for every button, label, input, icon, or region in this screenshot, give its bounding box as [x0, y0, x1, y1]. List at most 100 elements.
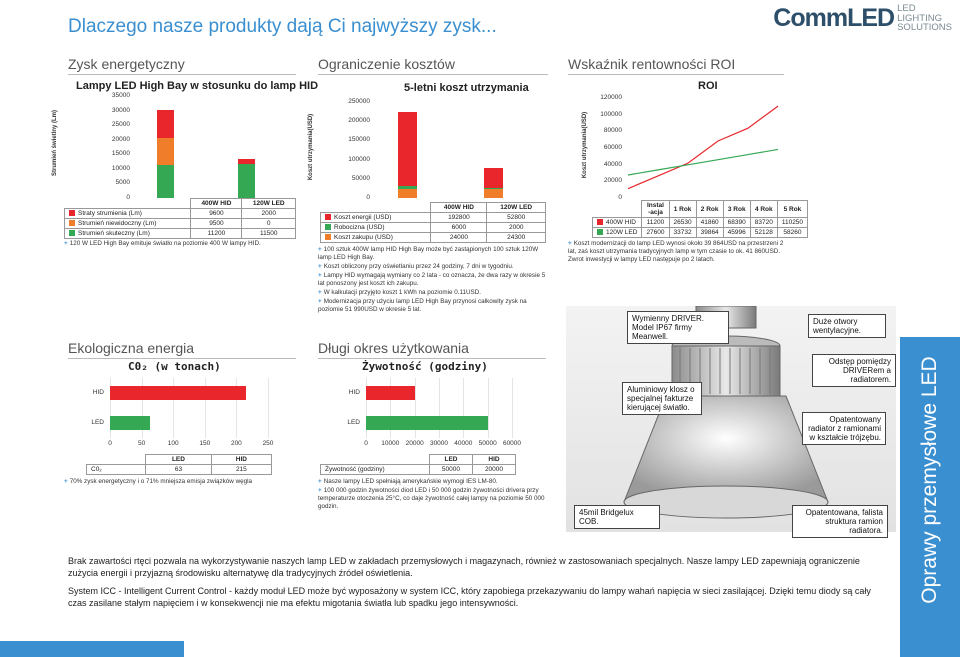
x-tick-label: 250	[262, 440, 274, 447]
y-tick-label: 20000	[603, 177, 622, 185]
side-banner-label: Oprawy przemysłowe LED	[918, 356, 941, 604]
costs-note-2: + Koszt obliczony przy oświetlaniu przez …	[318, 263, 514, 270]
grid-line	[463, 378, 465, 438]
grid-line	[487, 378, 489, 438]
costs-y-label: Koszt utrzymania(USD)	[308, 113, 315, 181]
x-tick-label: 150	[199, 440, 211, 447]
table-row: 400W HID 11200 26530 41860 68390 83720 1…	[591, 217, 809, 228]
legend-swatch	[597, 219, 603, 226]
roi-series-line	[627, 148, 779, 176]
y-tick-label: 20000	[111, 135, 130, 143]
table-row: Koszt energii (USD) 192800 52800	[319, 212, 546, 223]
bar-segment	[484, 188, 503, 198]
grid-line	[390, 378, 392, 438]
y-tick-label: 25000	[111, 121, 130, 129]
bar-segment	[237, 164, 256, 198]
eco-chart-title: C0₂ (w tonach)	[128, 360, 221, 373]
costs-note-1: +100 sztuk 400W lamp HID High Bay może b…	[318, 246, 539, 261]
y-tick-label: 35000	[111, 92, 130, 99]
energy-table: 400W HID 120W LED Straty strumienia (Lm)…	[63, 198, 296, 239]
x-tick-label: 60000	[502, 440, 522, 447]
legend-swatch	[69, 210, 75, 217]
eco-chart: 0 50 100 150 200 250 HID LED	[86, 374, 273, 450]
energy-divider	[68, 74, 296, 75]
x-tick-label: 20000	[405, 440, 424, 447]
legend-swatch	[325, 234, 331, 241]
grid-line	[268, 378, 269, 438]
category-label: LED	[347, 419, 360, 426]
energy-chart-title: Lampy LED High Bay w stosunku do lamp HI…	[76, 80, 319, 92]
life-divider	[318, 358, 546, 359]
company-logo: CommLED LED LIGHTING SOLUTIONS	[773, 4, 952, 33]
energy-chart: Strumień świetlny (Lm) 35000 30000 25000 20…	[52, 90, 296, 201]
eco-divider	[68, 358, 296, 359]
h-bar	[110, 386, 246, 400]
callout-cob: 45mil Bridgelux COB.	[574, 505, 660, 529]
bar-segment	[156, 165, 175, 198]
x-tick-label: 0	[364, 440, 368, 447]
life-note-2: +100 000 godzin żywotności diod LED i 50…	[318, 487, 545, 510]
y-tick-label: 40000	[603, 160, 622, 168]
grid-line	[204, 378, 206, 438]
roi-table: Instal -acja 1 Rok 2 Rok 3 Rok 4 Rok 5 R…	[591, 200, 809, 238]
callout-gap: Odstęp pomiędzy DRIVERem a radiatorem.	[812, 354, 896, 387]
y-tick-label: 80000	[603, 127, 622, 135]
bar-segment	[237, 158, 256, 165]
legend-swatch	[69, 220, 75, 227]
eco-section-title: Ekologiczna energia	[68, 340, 195, 356]
grid-line	[236, 378, 238, 438]
grid-line	[110, 378, 111, 438]
costs-col-hid: 400W HID	[430, 202, 488, 213]
bar-segment	[484, 187, 503, 189]
h-bar	[366, 416, 488, 430]
costs-col-led: 120W LED	[486, 202, 546, 213]
roi-chart-title: ROI	[698, 80, 718, 92]
grid-line	[439, 378, 440, 438]
life-table: LED HID Żywotność (godziny) 50000 20000	[320, 454, 517, 475]
eco-note: +70% zysk energetyczny i o 71% mniejsza …	[64, 478, 253, 485]
y-tick-label: 100000	[600, 110, 622, 118]
bar-segment	[398, 186, 417, 189]
y-tick-label: 0	[618, 194, 622, 201]
y-tick-label: 60000	[603, 144, 622, 151]
table-row: Strumień niewidoczny (Lm) 9500 0	[63, 218, 296, 229]
h-bar	[366, 386, 415, 400]
life-section-title: Długi okres użytkowania	[318, 340, 469, 356]
bar-segment	[484, 167, 503, 188]
page-title: Dlaczego nasze produkty dają Ci najwyższ…	[68, 16, 497, 37]
roi-note: + Koszt modernizacji do lamp LED wynosi o…	[568, 240, 784, 263]
costs-note-4: + W kalkulacji przyjęto koszt 1 kWh na po…	[318, 289, 482, 296]
bar-segment	[398, 188, 417, 198]
callout-aluminium: Aluminiowy klosz o specjalnej fakturze k…	[622, 382, 702, 415]
bottom-accent-bar	[0, 641, 184, 657]
costs-note-5: + Modernizacja przy użyciu lamp LED High …	[318, 298, 527, 313]
y-tick-label: 15000	[111, 150, 130, 158]
bar-segment	[398, 112, 417, 187]
logo-main-text: CommLED	[773, 4, 895, 32]
y-tick-label: 250000	[348, 98, 370, 105]
costs-chart-title: 5-letni koszt utrzymania	[404, 82, 529, 94]
legend-swatch	[325, 224, 331, 231]
y-tick-label: 200000	[348, 117, 370, 125]
paragraph-icc: System ICC - Intelligent Current Control…	[68, 586, 871, 608]
category-label: LED	[91, 419, 104, 426]
x-tick-label: 10000	[381, 440, 400, 447]
life-chart: 0 10000 20000 30000 40000 50000 60000 HID LED	[347, 374, 521, 450]
grid-line	[173, 378, 175, 438]
energy-y-label: Strumień świetlny (Lm)	[52, 109, 59, 177]
y-tick-label: 100000	[348, 155, 370, 163]
table-row: C0₂ 63 215	[85, 464, 273, 475]
life-note-1: + Nasze lampy LED spełniają amerykańskie …	[318, 478, 498, 485]
table-row: Koszt zakupu (USD) 24000 24300	[319, 232, 546, 243]
side-banner	[900, 337, 960, 657]
y-tick-label: 5000	[115, 179, 130, 187]
legend-swatch	[597, 229, 603, 236]
x-tick-label: 0	[108, 440, 112, 447]
table-row: Straty strumienia (Lm) 9600 2000	[63, 208, 296, 219]
costs-chart: Koszt utrzymania(USD) 250000 200000 150000…	[308, 96, 546, 201]
grid-line	[366, 378, 367, 438]
x-tick-label: 30000	[429, 440, 449, 447]
y-tick-label: 0	[366, 194, 370, 201]
table-row: Żywotność (godziny) 50000 20000	[320, 464, 517, 475]
x-tick-label: 200	[230, 440, 242, 447]
